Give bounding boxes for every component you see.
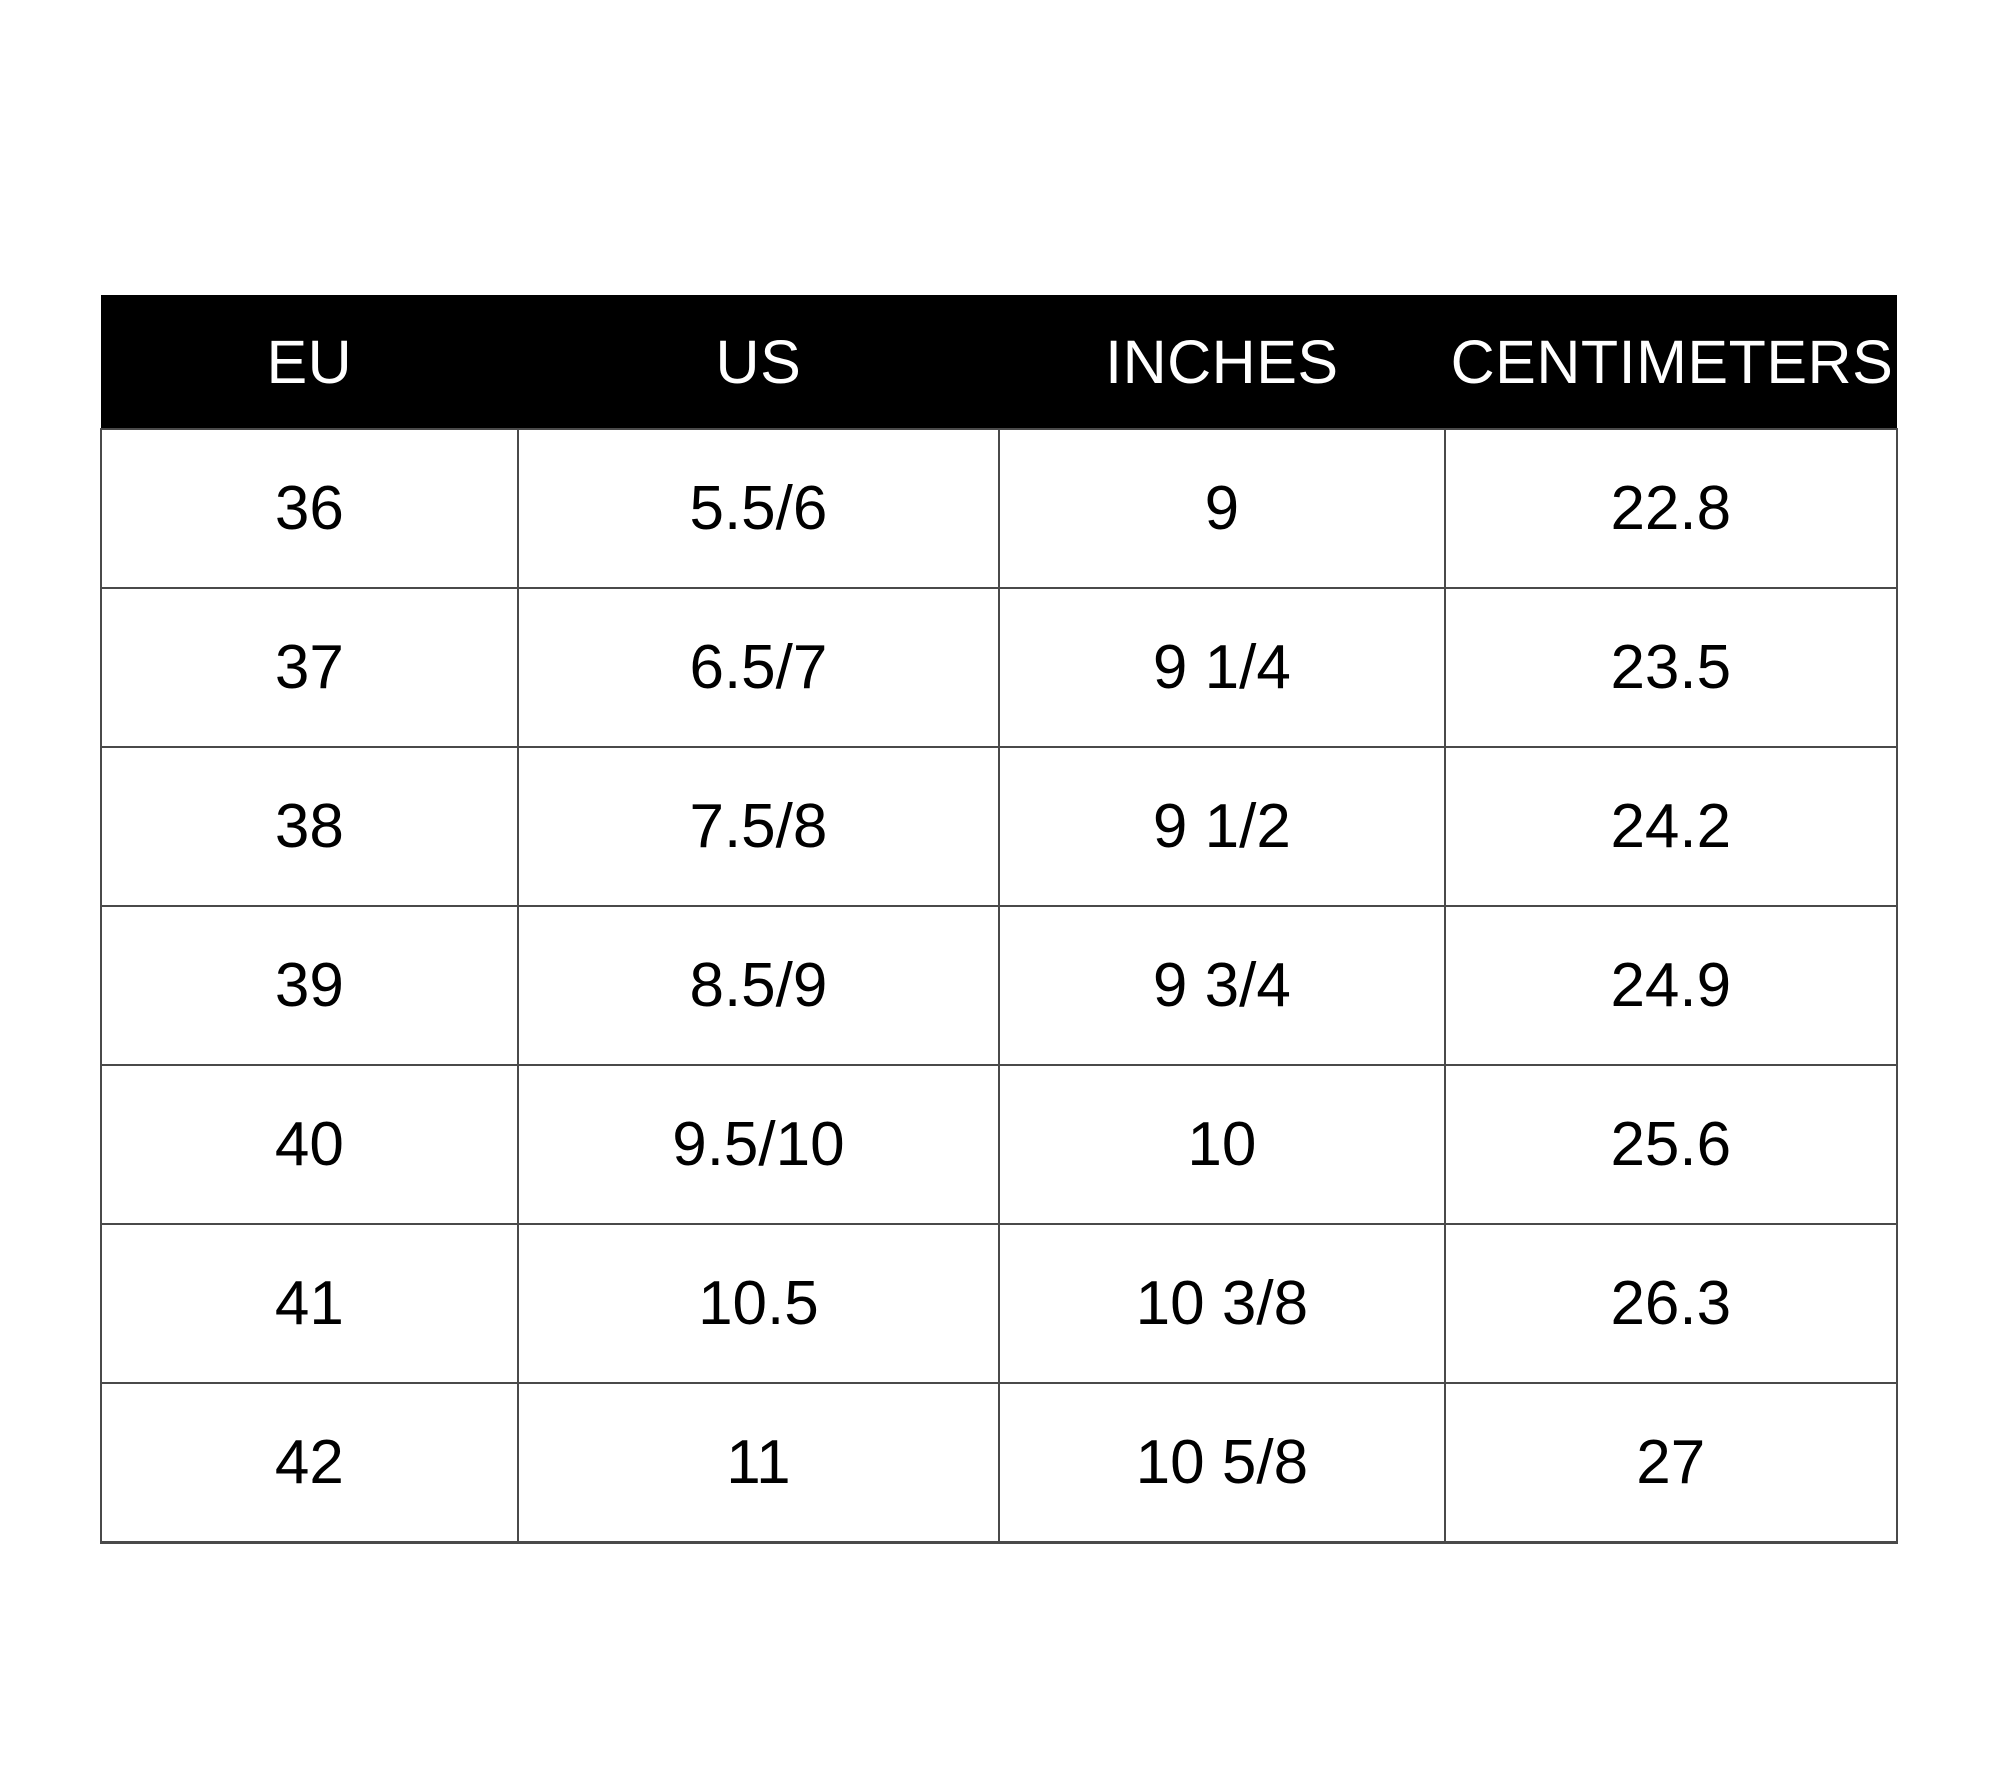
cell-us: 8.5/9 <box>516 905 1001 1066</box>
cell-eu: 36 <box>100 428 519 589</box>
cell-eu: 40 <box>100 1064 519 1225</box>
size-chart-container: EU US INCHES CENTIMETERS 36 5.5/6 9 22.8… <box>100 295 1899 1544</box>
table-row: 41 10.5 10 3/8 26.3 <box>100 1223 1899 1384</box>
cell-us: 9.5/10 <box>516 1064 1001 1225</box>
cell-us: 5.5/6 <box>516 428 1001 589</box>
cell-centimeters: 26.3 <box>1443 1223 1899 1384</box>
cell-centimeters: 24.9 <box>1443 905 1899 1066</box>
cell-inches: 9 3/4 <box>998 905 1446 1066</box>
cell-inches: 10 3/8 <box>998 1223 1446 1384</box>
column-header-us: US <box>517 295 1000 429</box>
cell-us: 10.5 <box>516 1223 1001 1384</box>
cell-inches: 9 1/2 <box>998 746 1446 907</box>
table-header-row: EU US INCHES CENTIMETERS <box>101 295 1897 429</box>
cell-eu: 42 <box>100 1382 519 1544</box>
table-row: 40 9.5/10 10 25.6 <box>100 1064 1899 1225</box>
shoe-size-conversion-table: EU US INCHES CENTIMETERS 36 5.5/6 9 22.8… <box>100 295 1899 1544</box>
cell-eu: 39 <box>100 905 519 1066</box>
column-header-centimeters: CENTIMETERS <box>1444 295 1897 429</box>
table-row: 42 11 10 5/8 27 <box>100 1382 1899 1544</box>
cell-centimeters: 27 <box>1443 1382 1899 1544</box>
cell-centimeters: 22.8 <box>1443 428 1899 589</box>
column-header-eu: EU <box>101 295 518 429</box>
table-header: EU US INCHES CENTIMETERS <box>101 295 1897 429</box>
cell-centimeters: 24.2 <box>1443 746 1899 907</box>
cell-us: 6.5/7 <box>516 587 1001 748</box>
cell-us: 7.5/8 <box>516 746 1001 907</box>
table-body: 36 5.5/6 9 22.8 37 6.5/7 9 1/4 23.5 38 7… <box>100 428 1899 1544</box>
table-row: 39 8.5/9 9 3/4 24.9 <box>100 905 1899 1066</box>
cell-inches: 10 5/8 <box>998 1382 1446 1544</box>
table-row: 37 6.5/7 9 1/4 23.5 <box>100 587 1899 748</box>
cell-inches: 9 <box>998 428 1446 589</box>
cell-eu: 41 <box>100 1223 519 1384</box>
cell-eu: 38 <box>100 746 519 907</box>
table-row: 36 5.5/6 9 22.8 <box>100 428 1899 589</box>
table-row: 38 7.5/8 9 1/2 24.2 <box>100 746 1899 907</box>
cell-us: 11 <box>516 1382 1001 1544</box>
cell-inches: 9 1/4 <box>998 587 1446 748</box>
cell-centimeters: 25.6 <box>1443 1064 1899 1225</box>
cell-eu: 37 <box>100 587 519 748</box>
cell-centimeters: 23.5 <box>1443 587 1899 748</box>
column-header-inches: INCHES <box>999 295 1445 429</box>
cell-inches: 10 <box>998 1064 1446 1225</box>
